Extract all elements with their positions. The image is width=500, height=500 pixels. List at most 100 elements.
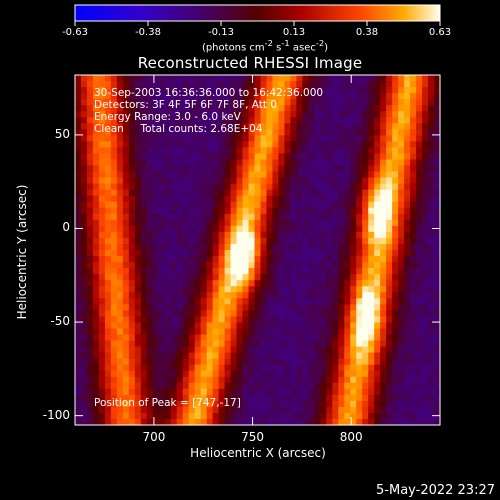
heatmap-cell: [272, 292, 280, 299]
heatmap-cell: [140, 183, 148, 191]
heatmap-cell: [194, 117, 202, 124]
heatmap-cell: [416, 250, 423, 257]
heatmap-cell: [176, 117, 184, 124]
heatmap-cell: [362, 388, 369, 396]
heatmap-cell: [410, 105, 417, 112]
heatmap-cell: [326, 225, 333, 233]
heatmap-cell: [80, 129, 88, 136]
heatmap-cell: [98, 75, 106, 82]
heatmap-cell: [272, 298, 280, 305]
heatmap-cell: [380, 364, 387, 372]
heatmap-cell: [158, 93, 166, 100]
heatmap-cell: [290, 93, 297, 100]
heatmap-cell: [266, 75, 274, 82]
heatmap-cell: [272, 322, 280, 330]
heatmap-cell: [254, 400, 262, 408]
heatmap-cell: [344, 322, 351, 330]
heatmap-cell: [278, 298, 286, 305]
heatmap-cell: [146, 358, 154, 366]
heatmap-cell: [206, 93, 214, 100]
heatmap-cell: [75, 256, 82, 263]
heatmap-cell: [290, 364, 297, 372]
heatmap-cell: [146, 370, 154, 378]
heatmap-cell: [116, 141, 124, 149]
heatmap-cell: [92, 123, 100, 130]
heatmap-cell: [218, 87, 226, 94]
heatmap-cell: [392, 376, 399, 384]
heatmap-cell: [224, 147, 232, 155]
heatmap-cell: [266, 195, 274, 203]
heatmap-cell: [266, 382, 274, 390]
heatmap-cell: [158, 382, 166, 390]
heatmap-cell: [290, 147, 297, 155]
heatmap-cell: [122, 370, 130, 378]
heatmap-cell: [416, 141, 423, 149]
heatmap-cell: [260, 135, 268, 142]
heatmap-cell: [230, 418, 238, 426]
heatmap-cell: [230, 376, 238, 384]
heatmap-cell: [278, 328, 286, 336]
heatmap-cell: [260, 298, 268, 305]
heatmap-cell: [104, 382, 112, 390]
heatmap-cell: [266, 412, 274, 420]
heatmap-cell: [398, 388, 405, 396]
heatmap-cell: [80, 117, 88, 124]
heatmap-cell: [80, 352, 88, 360]
heatmap-cell: [176, 93, 184, 100]
heatmap-cell: [260, 346, 268, 354]
heatmap-cell: [242, 177, 250, 185]
heatmap-cell: [266, 225, 274, 233]
heatmap-cell: [182, 364, 190, 372]
heatmap-cell: [218, 394, 226, 402]
heatmap-cell: [350, 189, 357, 197]
heatmap-cell: [176, 280, 184, 287]
heatmap-cell: [224, 207, 232, 215]
heatmap-cell: [296, 225, 303, 233]
heatmap-cell: [416, 87, 423, 94]
heatmap-cell: [146, 262, 154, 269]
heatmap-cell: [266, 256, 274, 263]
heatmap-cell: [224, 388, 232, 396]
heatmap-cell: [218, 177, 226, 185]
heatmap-cell: [254, 328, 262, 336]
heatmap-cell: [92, 352, 100, 360]
heatmap-cell: [254, 304, 262, 311]
heatmap-cell: [128, 183, 136, 191]
heatmap-cell: [308, 93, 315, 100]
heatmap-cell: [212, 183, 220, 191]
heatmap-cell: [116, 310, 124, 317]
heatmap-cell: [428, 418, 435, 426]
heatmap-cell: [242, 171, 250, 179]
heatmap-cell: [236, 123, 244, 130]
heatmap-cell: [176, 334, 184, 342]
heatmap-cell: [260, 105, 268, 112]
heatmap-cell: [152, 189, 160, 197]
heatmap-cell: [104, 274, 112, 281]
heatmap-cell: [302, 256, 309, 263]
heatmap-cell: [218, 99, 226, 106]
heatmap-cell: [164, 412, 172, 420]
heatmap-cell: [350, 352, 357, 360]
heatmap-cell: [218, 105, 226, 112]
heatmap-cell: [404, 207, 411, 215]
heatmap-cell: [284, 159, 292, 167]
heatmap-cell: [278, 256, 286, 263]
heatmap-cell: [176, 394, 184, 402]
heatmap-cell: [338, 406, 345, 414]
heatmap-cell: [308, 159, 315, 167]
heatmap-cell: [98, 382, 106, 390]
heatmap-cell: [392, 346, 399, 354]
heatmap-cell: [374, 105, 381, 112]
heatmap-cell: [344, 177, 351, 185]
heatmap-cell: [236, 334, 244, 342]
heatmap-cell: [326, 99, 333, 106]
heatmap-cell: [104, 87, 112, 94]
heatmap-cell: [236, 201, 244, 209]
heatmap-cell: [284, 99, 292, 106]
heatmap-cell: [152, 171, 160, 179]
heatmap-cell: [236, 219, 244, 227]
heatmap-cell: [320, 346, 327, 354]
heatmap-cell: [206, 370, 214, 378]
heatmap-cell: [140, 316, 148, 324]
heatmap-cell: [86, 250, 94, 257]
